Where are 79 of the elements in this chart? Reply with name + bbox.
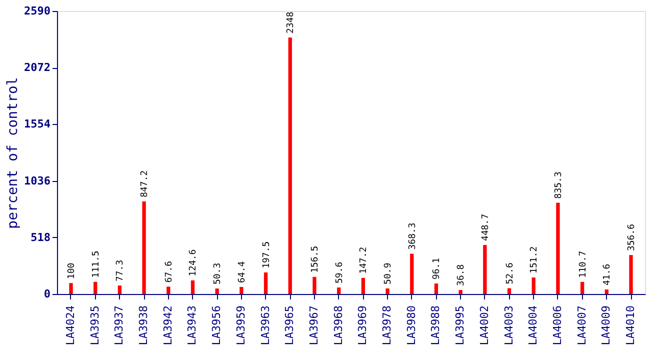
- data-label: 64.4: [237, 261, 248, 283]
- bar: [69, 283, 73, 294]
- data-label: 36.8: [456, 264, 467, 286]
- x-tick-label: LA3978: [380, 306, 394, 346]
- x-tick-label: LA4003: [502, 306, 516, 346]
- data-label: 847.2: [140, 170, 150, 198]
- data-label: 368.3: [408, 222, 418, 250]
- x-tick-label: LA3942: [161, 306, 174, 346]
- bar: [166, 286, 170, 294]
- bar: [337, 287, 341, 294]
- x-tick-label: LA3938: [137, 306, 150, 346]
- bar: [240, 286, 244, 294]
- bar: [483, 244, 487, 294]
- data-label: 50.9: [384, 262, 394, 284]
- data-label: 96.1: [432, 258, 442, 280]
- x-tick-label: LA3969: [356, 306, 370, 346]
- y-tick-label: 1554: [24, 118, 51, 131]
- bar: [507, 288, 512, 294]
- bar: [361, 278, 365, 294]
- x-tick-label: LA3980: [404, 306, 418, 346]
- x-tick-label: LA4002: [478, 306, 491, 346]
- bar: [410, 254, 414, 294]
- data-label: 41.6: [602, 264, 613, 286]
- data-label: 110.7: [578, 250, 588, 278]
- bar: [434, 284, 438, 294]
- data-label: 2348: [286, 12, 296, 34]
- x-tick-label: LA4009: [600, 306, 613, 346]
- bar: [264, 272, 268, 294]
- bar: [556, 202, 560, 294]
- data-label: 50.3: [213, 262, 224, 285]
- data-label: 156.5: [310, 246, 320, 273]
- x-tick-label: LA4024: [64, 305, 77, 346]
- bar: [118, 286, 122, 294]
- data-label: 197.5: [262, 241, 272, 268]
- y-tick-label: 0: [44, 288, 50, 300]
- data-label: 52.6: [505, 262, 516, 284]
- y-tick-label: 2590: [24, 4, 50, 18]
- x-tick-label: LA3943: [186, 306, 199, 346]
- x-tick-label: LA4010: [624, 306, 637, 346]
- bar: [629, 255, 633, 294]
- bar: [215, 288, 219, 294]
- x-tick-label: LA3965: [283, 306, 296, 346]
- y-tick-label: 518: [30, 230, 50, 244]
- x-tick-label: LA4006: [550, 306, 564, 346]
- x-tick-label: LA3995: [454, 306, 467, 346]
- bar: [190, 280, 195, 294]
- bar: [94, 282, 98, 294]
- bar: [604, 289, 608, 294]
- bar: [142, 201, 146, 294]
- data-label: 147.2: [359, 246, 370, 274]
- bar: [312, 276, 316, 294]
- x-tick-label: LA3968: [332, 306, 345, 346]
- x-tick-label: LA3988: [429, 306, 442, 346]
- x-tick-label: LA3959: [234, 306, 248, 346]
- bar: [288, 37, 292, 294]
- bar: [532, 277, 536, 294]
- y-axis-title: percent of control: [5, 77, 22, 229]
- data-label: 111.5: [91, 250, 102, 278]
- data-label: 835.3: [554, 172, 564, 199]
- data-label: 448.7: [480, 214, 491, 241]
- data-label: 124.6: [188, 249, 199, 276]
- data-label: 67.6: [164, 260, 174, 283]
- x-tick-label: LA3963: [258, 306, 272, 346]
- bar: [386, 288, 390, 294]
- x-tick-label: LA4007: [575, 306, 588, 346]
- x-tick-label: LA3935: [88, 306, 102, 346]
- y-tick-label: 2072: [24, 61, 50, 74]
- data-label: 77.3: [116, 260, 126, 282]
- bar: [458, 290, 462, 294]
- x-tick-label: LA3956: [210, 306, 224, 346]
- x-tick-label: LA3937: [112, 306, 126, 346]
- x-tick-label: LA4004: [526, 305, 540, 346]
- data-label: 356.6: [627, 224, 637, 252]
- data-label: 151.2: [530, 246, 540, 274]
- data-label: 100: [67, 262, 77, 280]
- data-label: 59.6: [334, 262, 345, 284]
- bar: [580, 282, 584, 294]
- y-tick-label: 1036: [24, 174, 51, 188]
- x-tick-label: LA3967: [307, 306, 320, 346]
